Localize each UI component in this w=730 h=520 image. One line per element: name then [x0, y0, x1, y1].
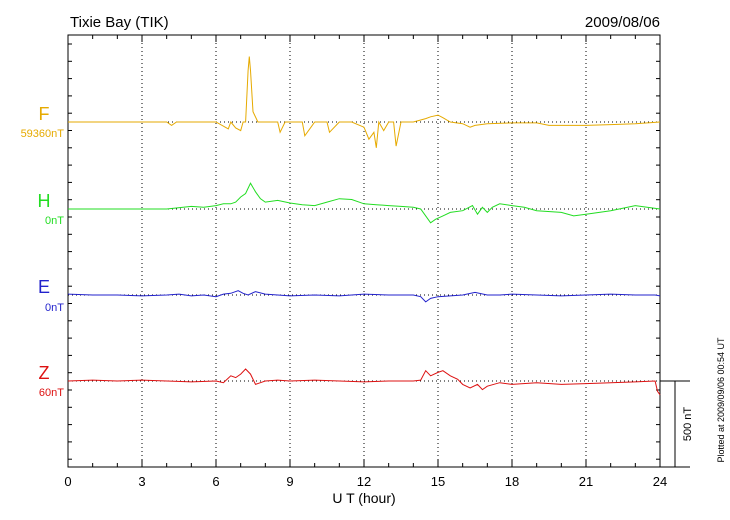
channel-E-baseline: 0nT	[45, 302, 64, 314]
x-tick-label-24: 24	[653, 474, 667, 489]
channel-F-name: F	[39, 104, 50, 124]
series-traces	[67, 56, 661, 396]
channel-F-baseline: 59360nT	[21, 128, 65, 140]
series-Z-line	[67, 368, 661, 396]
series-H-line	[68, 182, 661, 224]
x-tick-label-12: 12	[357, 474, 371, 489]
channel-H-baseline: 0nT	[45, 215, 64, 227]
channel-Z-name: Z	[39, 363, 50, 383]
x-tick-label-21: 21	[579, 474, 593, 489]
vertical-grid	[141, 35, 587, 467]
plot-timestamp-footnote: Plotted at 2009/09/06 00:54 UT	[716, 337, 726, 463]
y-minor-ticks	[68, 43, 660, 460]
plot-date: 2009/08/06	[585, 14, 660, 31]
x-tick-label-15: 15	[431, 474, 445, 489]
channel-Z-baseline: 60nT	[39, 387, 64, 399]
scale-bar-label: 500 nT	[682, 407, 694, 442]
x-axis-tick-labels: 0 3 6 9 12 15 18 21 24	[64, 474, 667, 489]
plot-title: Tixie Bay (TIK)	[70, 14, 169, 31]
x-tick-label-6: 6	[212, 474, 219, 489]
series-E-line	[67, 290, 661, 303]
x-axis-label: U T (hour)	[332, 490, 395, 506]
baseline-grid	[68, 121, 660, 382]
channel-E-name: E	[38, 277, 50, 297]
series-F-line	[68, 56, 661, 148]
channel-labels: F 59360nT H 0nT E 0nT Z 60nT	[21, 104, 65, 399]
channel-H-name: H	[38, 191, 51, 211]
x-axis-ticks	[67, 35, 661, 467]
x-tick-label-3: 3	[138, 474, 145, 489]
scale-bar: 500 nT	[660, 380, 694, 468]
x-tick-label-9: 9	[286, 474, 293, 489]
x-tick-label-0: 0	[64, 474, 71, 489]
x-tick-label-18: 18	[505, 474, 519, 489]
